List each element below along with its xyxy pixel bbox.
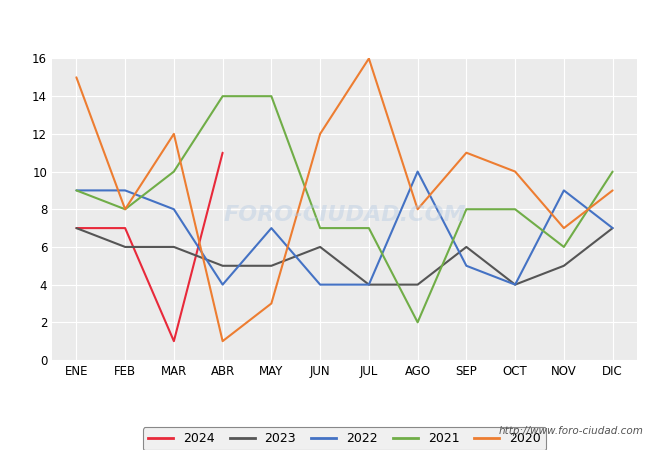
Text: FORO-CIUDAD.COM: FORO-CIUDAD.COM xyxy=(223,205,466,225)
Legend: 2024, 2023, 2022, 2021, 2020: 2024, 2023, 2022, 2021, 2020 xyxy=(143,427,546,450)
Text: Matriculaciones de Vehiculos en Vedra: Matriculaciones de Vehiculos en Vedra xyxy=(165,16,485,34)
Text: http://www.foro-ciudad.com: http://www.foro-ciudad.com xyxy=(499,427,644,436)
